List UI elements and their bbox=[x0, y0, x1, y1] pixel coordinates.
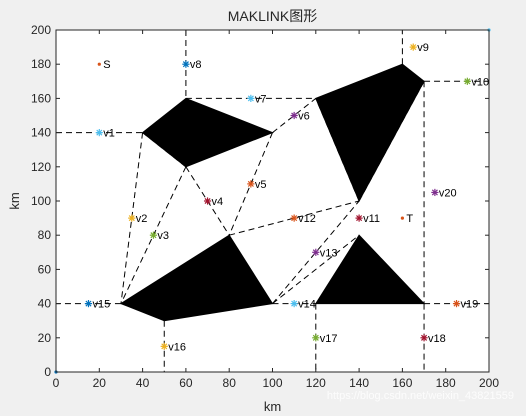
obstacle-3 bbox=[119, 234, 274, 322]
y-tick-label: 140 bbox=[31, 126, 51, 140]
x-tick-label: 180 bbox=[436, 376, 456, 390]
node-label-v15: v15 bbox=[92, 299, 110, 311]
node-v17 bbox=[312, 334, 320, 342]
node-v3 bbox=[149, 231, 158, 239]
chart-title: MAKLINK图形 bbox=[228, 8, 317, 24]
maklink-line-11 bbox=[272, 200, 360, 304]
node-label-S: S bbox=[103, 59, 110, 71]
node-label-v6: v6 bbox=[298, 111, 310, 123]
x-tick-label: 0 bbox=[53, 376, 60, 390]
node-T bbox=[400, 216, 404, 220]
node-label-v8: v8 bbox=[190, 59, 202, 71]
node-label-v16: v16 bbox=[168, 341, 186, 353]
node-S bbox=[97, 62, 101, 66]
node-label-v13: v13 bbox=[320, 247, 338, 259]
node-v5 bbox=[247, 180, 255, 188]
y-tick-label: 40 bbox=[38, 297, 52, 311]
x-tick-label: 80 bbox=[223, 376, 237, 390]
x-tick-label: 120 bbox=[306, 376, 326, 390]
node-label-v9: v9 bbox=[417, 42, 429, 54]
y-axis-ticks: 0 20 40 60 80 100 120 140 160 180 200 bbox=[31, 23, 489, 379]
node-label-v7: v7 bbox=[255, 93, 267, 105]
node-label-v3: v3 bbox=[157, 230, 169, 242]
x-tick-label: 100 bbox=[262, 376, 282, 390]
node-label-v11: v11 bbox=[363, 213, 380, 225]
node-v12 bbox=[290, 214, 298, 222]
node-label-v14: v14 bbox=[298, 299, 316, 311]
x-tick-label: 140 bbox=[349, 376, 369, 390]
node-v16 bbox=[160, 342, 168, 350]
x-axis-ticks: 0 20 40 60 80 100 120 140 160 180 200 bbox=[53, 30, 499, 390]
maklink-line-10 bbox=[229, 200, 360, 236]
y-tick-label: 200 bbox=[31, 23, 51, 37]
node-v11 bbox=[355, 214, 363, 222]
x-tick-label: 160 bbox=[392, 376, 412, 390]
node-v20 bbox=[431, 188, 439, 197]
y-tick-label: 160 bbox=[31, 91, 51, 105]
y-tick-label: 120 bbox=[31, 160, 51, 174]
node-label-v10: v10 bbox=[471, 76, 489, 88]
node-v10 bbox=[463, 77, 471, 85]
node-label-v4: v4 bbox=[212, 196, 224, 208]
y-tick-label: 60 bbox=[38, 262, 52, 276]
y-tick-label: 20 bbox=[38, 331, 52, 345]
node-v2 bbox=[128, 214, 136, 222]
node-v9 bbox=[409, 43, 417, 51]
maklink-line-4 bbox=[272, 98, 317, 133]
x-tick-label: 60 bbox=[179, 376, 193, 390]
obstacle-4 bbox=[314, 234, 426, 305]
node-v6 bbox=[290, 111, 298, 120]
node-v15 bbox=[84, 300, 93, 308]
node-label-v2: v2 bbox=[136, 213, 148, 225]
x-axis-label: km bbox=[264, 399, 281, 414]
node-label-v1: v1 bbox=[103, 128, 115, 140]
node-label-T: T bbox=[406, 213, 413, 225]
y-axis-label: km bbox=[7, 192, 22, 209]
node-v7 bbox=[247, 94, 255, 102]
node-v4 bbox=[203, 197, 212, 205]
node-label-v18: v18 bbox=[428, 333, 446, 345]
y-tick-label: 180 bbox=[31, 57, 51, 71]
node-v8 bbox=[182, 60, 190, 68]
y-tick-label: 80 bbox=[38, 228, 52, 242]
node-label-v19: v19 bbox=[461, 299, 479, 311]
node-v13 bbox=[312, 248, 320, 256]
y-tick-label: 100 bbox=[31, 194, 51, 208]
maklink-line-17 bbox=[272, 234, 360, 304]
node-v14 bbox=[290, 300, 298, 308]
node-label-v20: v20 bbox=[439, 187, 457, 199]
x-tick-label: 20 bbox=[93, 376, 107, 390]
node-v18 bbox=[420, 334, 428, 342]
x-tick-label: 200 bbox=[479, 376, 499, 390]
y-tick-label: 0 bbox=[44, 365, 51, 379]
node-v19 bbox=[452, 300, 461, 308]
obstacles bbox=[119, 63, 426, 322]
x-tick-label: 40 bbox=[136, 376, 150, 390]
node-label-v17: v17 bbox=[320, 333, 338, 345]
obstacle-2 bbox=[315, 63, 425, 203]
obstacle-1 bbox=[141, 97, 274, 168]
maklink-line-5 bbox=[120, 132, 144, 304]
node-label-v5: v5 bbox=[255, 179, 267, 191]
node-label-v12: v12 bbox=[298, 213, 316, 225]
watermark-text: https://blog.csdn.net/weixin_43821559 bbox=[327, 390, 514, 402]
node-v1 bbox=[95, 129, 103, 137]
path-nodes: S Tv1 v2 v3 v4 v5 v6 v7 v8 v9 v10 v11 v12 v13 v14 v15 v1… bbox=[54, 28, 491, 374]
